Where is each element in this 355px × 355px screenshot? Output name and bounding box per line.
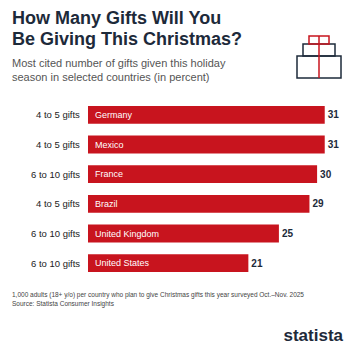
svg-text:31: 31 [328, 109, 340, 120]
svg-text:Mexico: Mexico [95, 140, 124, 150]
svg-text:Brazil: Brazil [95, 199, 118, 209]
svg-text:United States: United States [95, 258, 150, 268]
svg-text:4 to 5 gifts: 4 to 5 gifts [36, 109, 80, 120]
svg-text:30: 30 [320, 169, 332, 180]
html-text:Source: Statista Consumer Insi: Source: Statista Consumer Insights [12, 300, 114, 307]
svg-text:United Kingdom: United Kingdom [95, 229, 159, 239]
svg-text:6 to 10 gifts: 6 to 10 gifts [31, 228, 80, 239]
html-text:statista: statista [283, 326, 343, 345]
svg-text:Germany: Germany [95, 110, 133, 120]
html-text:Most cited number of gifts giv: Most cited number of gifts given this ho… [12, 57, 226, 83]
html-text:How Many Gifts Will You Be Giv: How Many Gifts Will You Be Giving This C… [12, 8, 242, 49]
svg-text:4 to 5 gifts: 4 to 5 gifts [36, 139, 80, 150]
svg-text:31: 31 [328, 139, 340, 150]
svg-text:21: 21 [251, 258, 263, 269]
svg-text:France: France [95, 169, 123, 179]
html-text:1,000 adults (18+ y/o) per cou: 1,000 adults (18+ y/o) per country who p… [12, 291, 304, 298]
svg-text:4 to 5 gifts: 4 to 5 gifts [36, 198, 80, 209]
svg-text:29: 29 [312, 198, 324, 209]
svg-text:6 to 10 gifts: 6 to 10 gifts [31, 258, 80, 269]
svg-text:6 to 10 gifts: 6 to 10 gifts [31, 169, 80, 180]
svg-text:25: 25 [282, 228, 294, 239]
